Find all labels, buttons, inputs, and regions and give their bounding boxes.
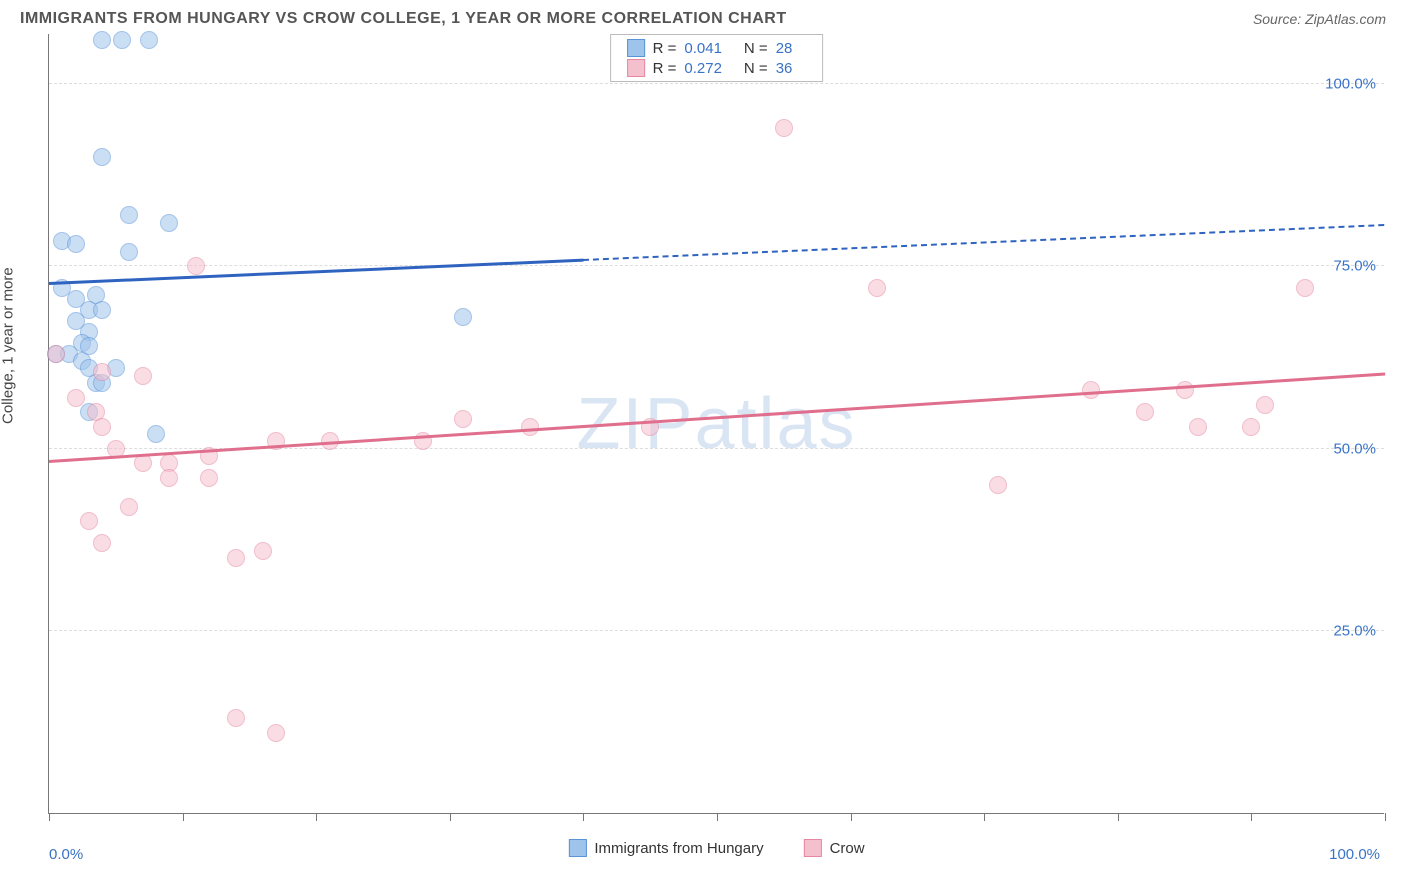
data-point	[160, 469, 178, 487]
n-value: 28	[776, 40, 793, 57]
series-legend: Immigrants from Hungary Crow	[568, 839, 864, 857]
data-point	[120, 243, 138, 261]
y-tick-label: 75.0%	[1333, 258, 1376, 275]
data-point	[1136, 403, 1154, 421]
trend-line	[49, 373, 1385, 463]
y-tick-label: 50.0%	[1333, 440, 1376, 457]
data-point	[1242, 418, 1260, 436]
data-point	[200, 469, 218, 487]
series-name: Crow	[830, 840, 865, 857]
data-point	[160, 214, 178, 232]
y-tick-label: 25.0%	[1333, 622, 1376, 639]
legend-swatch	[804, 839, 822, 857]
data-point	[93, 418, 111, 436]
data-point	[1189, 418, 1207, 436]
r-label: R =	[653, 40, 677, 57]
plot-area: ZIPatlas 25.0%50.0%75.0%100.0%0.0%100.0%…	[48, 34, 1384, 814]
data-point	[187, 257, 205, 275]
x-tick	[316, 813, 317, 821]
data-point	[868, 279, 886, 297]
x-tick	[1118, 813, 1119, 821]
data-point	[454, 410, 472, 428]
data-point	[1082, 381, 1100, 399]
data-point	[775, 119, 793, 137]
x-tick	[183, 813, 184, 821]
r-value: 0.272	[684, 60, 722, 77]
data-point	[93, 363, 111, 381]
series-legend-item: Immigrants from Hungary	[568, 839, 763, 857]
gridline	[49, 265, 1384, 266]
x-tick	[851, 813, 852, 821]
gridline	[49, 630, 1384, 631]
chart: College, 1 year or more ZIPatlas 25.0%50…	[0, 34, 1406, 884]
data-point	[80, 512, 98, 530]
legend-swatch	[627, 59, 645, 77]
data-point	[134, 367, 152, 385]
data-point	[113, 31, 131, 49]
data-point	[93, 31, 111, 49]
n-label: N =	[744, 40, 768, 57]
data-point	[120, 206, 138, 224]
data-point	[120, 498, 138, 516]
x-tick	[984, 813, 985, 821]
data-point	[227, 709, 245, 727]
gridline	[49, 83, 1384, 84]
data-point	[521, 418, 539, 436]
n-label: N =	[744, 60, 768, 77]
source-credit: Source: ZipAtlas.com	[1253, 11, 1386, 27]
data-point	[93, 534, 111, 552]
data-point	[267, 724, 285, 742]
title-bar: IMMIGRANTS FROM HUNGARY VS CROW COLLEGE,…	[0, 0, 1406, 34]
stats-legend-row: R = 0.041 N = 28	[627, 38, 807, 58]
stats-legend-row: R = 0.272 N = 36	[627, 58, 807, 78]
data-point	[140, 31, 158, 49]
data-point	[93, 148, 111, 166]
data-point	[254, 542, 272, 560]
x-min-label: 0.0%	[49, 846, 83, 863]
data-point	[227, 549, 245, 567]
series-legend-item: Crow	[804, 839, 865, 857]
data-point	[67, 389, 85, 407]
chart-title: IMMIGRANTS FROM HUNGARY VS CROW COLLEGE,…	[20, 10, 787, 28]
data-point	[147, 425, 165, 443]
x-tick	[1251, 813, 1252, 821]
data-point	[454, 308, 472, 326]
trend-line	[49, 258, 584, 284]
x-tick	[450, 813, 451, 821]
r-label: R =	[653, 60, 677, 77]
y-axis-label: College, 1 year or more	[0, 267, 17, 424]
data-point	[67, 235, 85, 253]
data-point	[93, 301, 111, 319]
series-name: Immigrants from Hungary	[594, 840, 763, 857]
data-point	[47, 345, 65, 363]
x-max-label: 100.0%	[1329, 846, 1380, 863]
trend-line	[583, 224, 1385, 261]
n-value: 36	[776, 60, 793, 77]
x-tick	[1385, 813, 1386, 821]
y-tick-label: 100.0%	[1325, 76, 1376, 93]
data-point	[1296, 279, 1314, 297]
x-tick	[583, 813, 584, 821]
data-point	[989, 476, 1007, 494]
x-tick	[717, 813, 718, 821]
legend-swatch	[627, 39, 645, 57]
data-point	[1176, 381, 1194, 399]
x-tick	[49, 813, 50, 821]
data-point	[1256, 396, 1274, 414]
r-value: 0.041	[684, 40, 722, 57]
legend-swatch	[568, 839, 586, 857]
stats-legend: R = 0.041 N = 28 R = 0.272 N = 36	[610, 34, 824, 82]
